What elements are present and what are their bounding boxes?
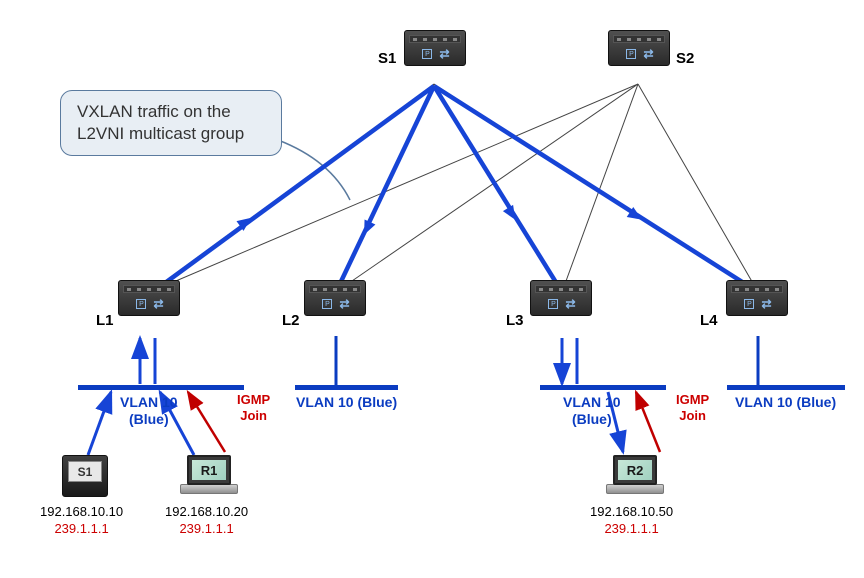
switch-spine-s1: P⇄: [404, 30, 466, 86]
callout-line1: VXLAN traffic on the: [77, 101, 265, 123]
switch-label-leaf-l2: L2: [282, 312, 300, 329]
vlan-l2-bar: [295, 385, 398, 390]
vlan-l2-label: VLAN 10 (Blue): [296, 394, 397, 411]
switch-leaf-l3: P⇄: [530, 280, 592, 336]
igmp-r2: IGMPJoin: [676, 392, 709, 423]
vlan-l3-label: VLAN 10(Blue): [563, 394, 621, 428]
vlan-l4-bar: [727, 385, 845, 390]
switch-label-leaf-l3: L3: [506, 312, 524, 329]
switch-label-leaf-l4: L4: [700, 312, 718, 329]
host-server-s1: S1: [62, 455, 108, 497]
host-r1: R1: [180, 455, 238, 499]
vlan-l3-bar: [540, 385, 666, 390]
r1-label: R1: [192, 460, 226, 480]
server-s1-ip: 192.168.10.10239.1.1.1: [40, 504, 123, 538]
callout-line2: L2VNI multicast group: [77, 123, 265, 145]
server-label: S1: [68, 461, 102, 482]
switch-label-leaf-l1: L1: [96, 312, 114, 329]
vxlan-callout: VXLAN traffic on the L2VNI multicast gro…: [60, 90, 282, 156]
r1-ip: 192.168.10.20239.1.1.1: [165, 504, 248, 538]
switch-leaf-l2: P⇄: [304, 280, 366, 336]
vlan-l1-label: VLAN 10(Blue): [120, 394, 178, 428]
switch-label-spine-s1: S1: [378, 50, 396, 67]
switch-spine-s2: P⇄: [608, 30, 670, 86]
host-r2: R2: [606, 455, 664, 499]
vlan-l4-label: VLAN 10 (Blue): [735, 394, 836, 411]
switch-label-spine-s2: S2: [676, 50, 694, 67]
r2-label: R2: [618, 460, 652, 480]
igmp-r1: IGMPJoin: [237, 392, 270, 423]
switch-leaf-l1: P⇄: [118, 280, 180, 336]
switch-leaf-l4: P⇄: [726, 280, 788, 336]
r2-ip: 192.168.10.50239.1.1.1: [590, 504, 673, 538]
vlan-l1-bar: [78, 385, 244, 390]
